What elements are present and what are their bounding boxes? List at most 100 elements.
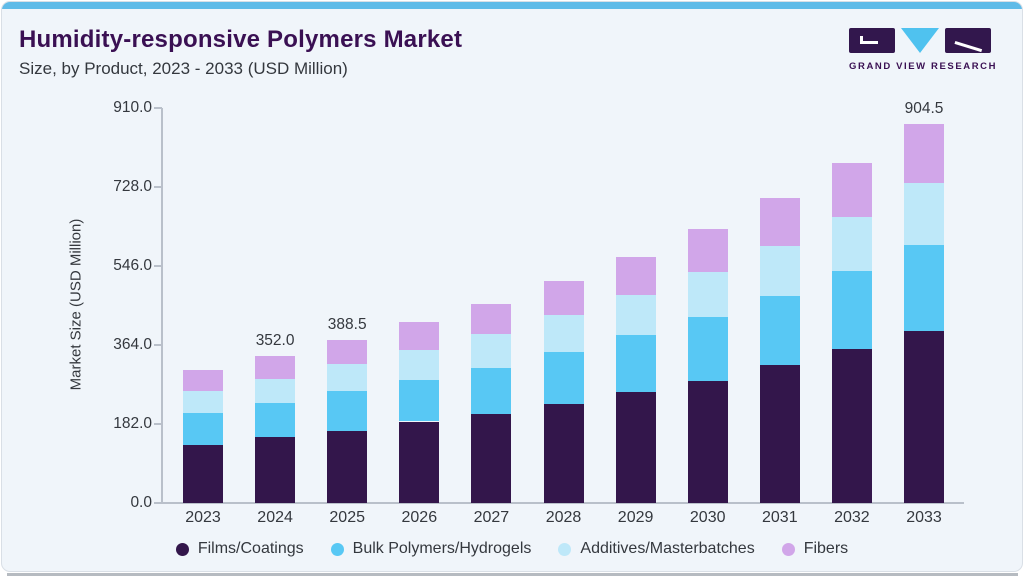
y-tick-mark xyxy=(154,423,162,425)
bar-segment-2028-films-coatings xyxy=(543,404,584,503)
bar-segment-2030-bulk-polymers-hydrogels xyxy=(687,316,728,381)
bar-segment-2026-fibers xyxy=(399,321,440,351)
bar-segment-2029-additives-masterbatches xyxy=(615,295,656,336)
bar-segment-2030-fibers xyxy=(687,228,728,273)
legend-item-films-coatings: Films/Coatings xyxy=(175,540,304,558)
page-title: Humidity-responsive Polymers Market xyxy=(19,26,463,53)
legend-item-bulk-polymers-hydrogels: Bulk Polymers/Hydrogels xyxy=(330,540,532,558)
legend-dot-icon xyxy=(330,542,344,556)
bar-segment-2033-films-coatings xyxy=(904,331,944,503)
legend-item-fibers: Fibers xyxy=(781,540,849,558)
bar-total-label-2025: 388.5 xyxy=(327,316,367,334)
bar-segment-2029-fibers xyxy=(615,257,656,296)
x-tick-label-2024: 2024 xyxy=(257,509,293,526)
page-subtitle: Size, by Product, 2023 - 2033 (USD Milli… xyxy=(19,59,348,78)
x-tick-label-2033: 2033 xyxy=(906,509,942,526)
header: Humidity-responsive Polymers Market Size… xyxy=(19,26,462,79)
bar-segment-2027-bulk-polymers-hydrogels xyxy=(471,367,512,415)
y-tick-label: 546.0 xyxy=(113,257,152,274)
bar-segment-2025-additives-masterbatches xyxy=(327,363,368,392)
gvr-logo-mark xyxy=(849,28,991,54)
bar-segment-2023-additives-masterbatches xyxy=(183,390,223,413)
bar-segment-2030-additives-masterbatches xyxy=(687,272,728,317)
y-axis-line xyxy=(161,108,163,503)
bar-segment-2028-bulk-polymers-hydrogels xyxy=(543,352,584,405)
bar-segment-2031-fibers xyxy=(759,197,800,247)
bar-segment-2023-fibers xyxy=(183,369,223,391)
bar-segment-2032-additives-masterbatches xyxy=(831,217,872,272)
y-tick-label: 364.0 xyxy=(113,336,152,353)
bar-segment-2026-films-coatings xyxy=(399,421,440,503)
bar-segment-2032-bulk-polymers-hydrogels xyxy=(831,271,872,350)
legend-label: Additives/Masterbatches xyxy=(580,540,755,557)
logo-r-block-icon xyxy=(945,28,991,53)
bottom-edge xyxy=(7,573,1018,576)
y-tick-mark xyxy=(154,107,162,109)
bar-segment-2025-films-coatings xyxy=(327,430,368,503)
bar-segment-2024-fibers xyxy=(255,355,296,380)
bar-segment-2028-additives-masterbatches xyxy=(543,315,584,353)
x-tick-label-2023: 2023 xyxy=(185,509,221,526)
bar-segment-2033-fibers xyxy=(904,124,944,184)
bar-total-label-2024: 352.0 xyxy=(255,331,295,349)
y-tick-mark xyxy=(154,186,162,188)
bar-total-label-2033: 904.5 xyxy=(904,100,944,117)
bar-segment-2023-bulk-polymers-hydrogels xyxy=(183,412,223,445)
legend-label: Bulk Polymers/Hydrogels xyxy=(352,540,532,557)
bar-segment-2031-films-coatings xyxy=(759,364,800,503)
y-tick-mark xyxy=(154,502,162,504)
legend-dot-icon xyxy=(175,542,189,556)
x-axis-line xyxy=(162,502,964,504)
legend: Films/Coatings Bulk Polymers/Hydrogels Add… xyxy=(2,540,1022,558)
y-axis-title: Market Size (USD Million) xyxy=(67,218,85,391)
gvr-logo: GRAND VIEW RESEARCH xyxy=(849,28,998,72)
bar-segment-2027-fibers xyxy=(471,304,512,334)
logo-v-triangle-icon xyxy=(901,28,939,53)
y-tick-mark xyxy=(154,265,162,267)
bar-segment-2023-films-coatings xyxy=(183,444,223,503)
bar-segment-2032-fibers xyxy=(831,163,872,218)
bar-segment-2025-bulk-polymers-hydrogels xyxy=(327,391,368,431)
logo-text: GRAND VIEW RESEARCH xyxy=(849,61,998,72)
bar-segment-2027-additives-masterbatches xyxy=(471,333,512,368)
top-accent-bar xyxy=(2,2,1022,9)
bar-segment-2026-bulk-polymers-hydrogels xyxy=(399,380,440,422)
bar-segment-2031-additives-masterbatches xyxy=(759,246,800,296)
legend-dot-icon xyxy=(558,542,572,556)
x-tick-label-2026: 2026 xyxy=(401,509,438,526)
legend-label: Films/Coatings xyxy=(197,540,304,557)
x-tick-label-2030: 2030 xyxy=(689,509,726,526)
y-tick-label: 910.0 xyxy=(113,99,152,116)
bar-segment-2024-bulk-polymers-hydrogels xyxy=(255,403,296,438)
bar-segment-2028-fibers xyxy=(543,280,584,316)
x-tick-label-2025: 2025 xyxy=(329,509,365,526)
bar-segment-2029-bulk-polymers-hydrogels xyxy=(615,335,656,393)
legend-dot-icon xyxy=(781,542,795,556)
bar-segment-2027-films-coatings xyxy=(471,414,512,503)
x-tick-label-2031: 2031 xyxy=(762,509,798,526)
legend-label: Fibers xyxy=(803,540,849,557)
bar-segment-2024-additives-masterbatches xyxy=(255,379,296,404)
x-tick-label-2032: 2032 xyxy=(834,509,870,526)
x-tick-label-2029: 2029 xyxy=(617,509,654,526)
y-tick-label: 728.0 xyxy=(113,178,152,195)
y-tick-label: 0.0 xyxy=(130,494,152,511)
bar-segment-2030-films-coatings xyxy=(687,380,728,503)
bar-segment-2024-films-coatings xyxy=(255,437,296,503)
y-tick-mark xyxy=(154,344,162,346)
legend-item-additives-masterbatches: Additives/Masterbatches xyxy=(558,540,755,558)
bar-segment-2031-bulk-polymers-hydrogels xyxy=(759,295,800,365)
bar-segment-2033-additives-masterbatches xyxy=(904,183,944,245)
logo-g-block-icon xyxy=(849,28,895,53)
bar-segment-2032-films-coatings xyxy=(831,349,872,503)
bar-segment-2029-films-coatings xyxy=(615,392,656,503)
x-tick-label-2027: 2027 xyxy=(473,509,510,526)
bar-segment-2033-bulk-polymers-hydrogels xyxy=(904,244,944,332)
y-tick-label: 182.0 xyxy=(113,415,152,432)
bar-segment-2026-additives-masterbatches xyxy=(399,350,440,381)
x-tick-label-2028: 2028 xyxy=(545,509,582,526)
bar-segment-2025-fibers xyxy=(327,340,368,364)
